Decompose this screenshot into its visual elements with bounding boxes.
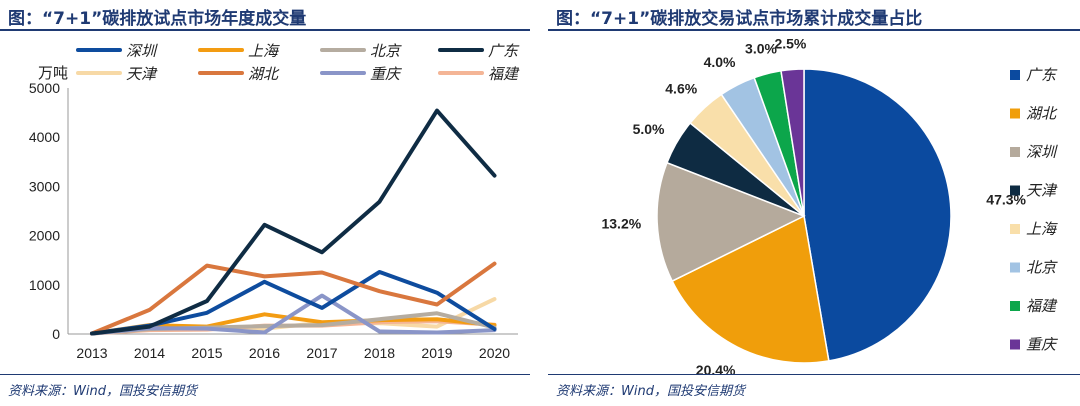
legend-swatch [1010, 301, 1020, 311]
legend-swatch [1010, 147, 1020, 157]
pie-data-label: 2.5% [774, 36, 806, 52]
line-chart-source: 资料来源：Wind，国投安信期货 [8, 384, 197, 399]
pie-chart-panel: 图：“7+1”碳排放交易试点市场累计成交量占比 47.3% 20.4% 13.2% 5… [548, 0, 1080, 406]
line-chart: 万吨 0 1000 2000 3000 4000 5000 2013 2014 2015 2016 2… [29, 43, 520, 361]
legend-label: 北京 [1026, 260, 1058, 277]
pie-slice [780, 68, 805, 217]
legend-swatch [1010, 108, 1020, 119]
x-tick-label: 2018 [364, 345, 395, 361]
x-tick-label: 2020 [479, 345, 510, 361]
source-rule [548, 374, 1080, 375]
pie-chart-source: 资料来源：Wind，国投安信期货 [556, 384, 745, 399]
legend-label: 福建 [1026, 298, 1058, 315]
legend-label: 广东 [488, 43, 520, 60]
x-tick-label: 2019 [421, 345, 452, 361]
legend-label: 北京 [370, 43, 402, 60]
pie-slice [671, 214, 830, 364]
x-tick-label: 2013 [76, 345, 107, 361]
pie-chart: 47.3% 20.4% 13.2% 5.0% 4.6% 4.0% 3.0%2.5% 广东湖北深… [601, 36, 1058, 375]
y-tick-label: 5000 [29, 80, 60, 96]
pie-data-label: 20.4% [696, 362, 736, 374]
legend-swatch [1010, 262, 1020, 273]
series-line-6 [90, 261, 497, 336]
legend-label: 湖北 [1026, 106, 1058, 123]
pie-data-label: 47.3% [986, 191, 1026, 207]
line-chart-title: 图：“7+1”碳排放试点市场年度成交量 [8, 9, 307, 29]
y-tick-label: 4000 [29, 129, 60, 145]
pie-slice [656, 161, 806, 283]
y-axis-label: 万吨 [38, 65, 68, 82]
pie-data-label: 3.0% [745, 40, 777, 56]
series-line-4 [90, 108, 497, 336]
legend-swatch [1010, 224, 1020, 234]
title-rule [0, 29, 530, 31]
legend-swatch [1010, 70, 1020, 80]
pie-data-label: 4.0% [704, 54, 736, 70]
pie-slice [803, 68, 952, 362]
legend-label: 广东 [1026, 67, 1058, 84]
legend-label: 深圳 [126, 43, 158, 60]
legend-label: 天津 [126, 66, 158, 83]
legend-label: 福建 [488, 66, 520, 83]
title-rule [548, 29, 1080, 31]
legend-label: 重庆 [370, 66, 402, 83]
legend-swatch [1010, 185, 1020, 196]
x-tick-label: 2015 [191, 345, 222, 361]
legend-label: 天津 [1026, 183, 1058, 200]
legend-label: 深圳 [1026, 144, 1058, 161]
x-tick-label: 2016 [249, 345, 280, 361]
pie-chart-title: 图：“7+1”碳排放交易试点市场累计成交量占比 [556, 9, 923, 29]
y-tick-label: 1000 [29, 277, 60, 293]
legend-label: 上海 [248, 43, 280, 60]
x-tick-label: 2014 [134, 345, 165, 361]
line-chart-panel: 图：“7+1”碳排放试点市场年度成交量 万吨 0 1000 2000 3000 4000 5… [0, 0, 530, 406]
source-rule [0, 374, 530, 375]
legend-label: 上海 [1026, 221, 1058, 238]
pie-data-label: 13.2% [601, 216, 641, 232]
legend-label: 湖北 [248, 66, 280, 83]
y-tick-label: 3000 [29, 178, 60, 194]
pie-data-label: 5.0% [633, 121, 665, 137]
y-tick-label: 2000 [29, 228, 60, 244]
y-tick-label: 0 [52, 326, 60, 342]
series-line-7 [90, 293, 497, 336]
pie-data-label: 4.6% [665, 80, 697, 96]
legend-label: 重庆 [1026, 337, 1058, 354]
legend-swatch [1010, 339, 1020, 350]
x-tick-label: 2017 [306, 345, 337, 361]
